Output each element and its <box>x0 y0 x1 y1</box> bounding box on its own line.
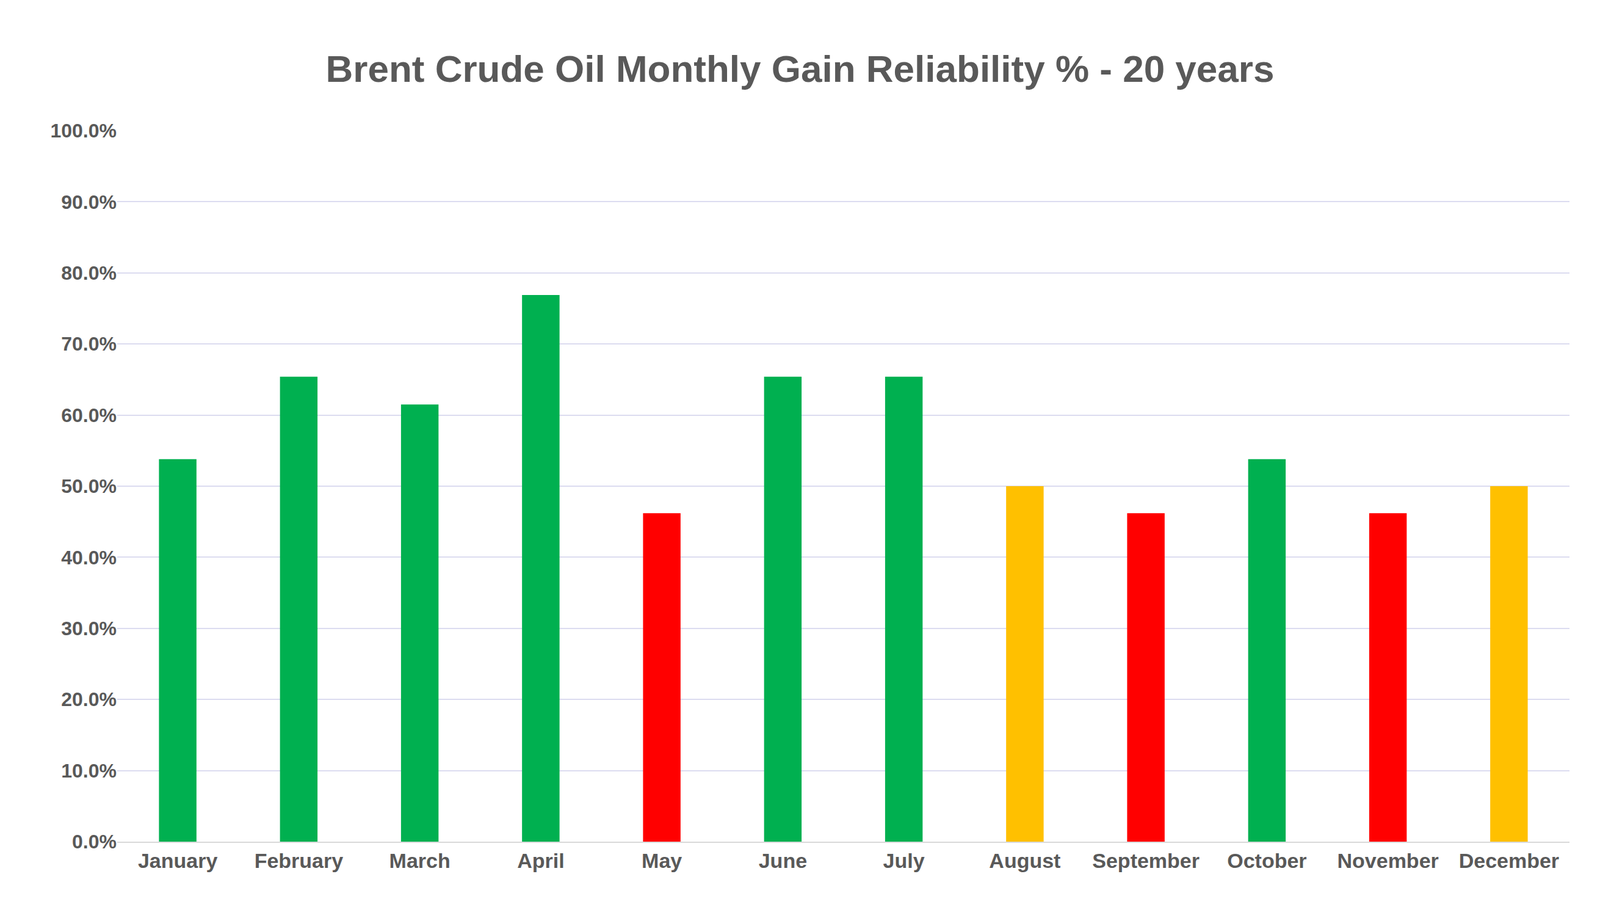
svg-text:60.0%: 60.0% <box>61 404 117 427</box>
svg-text:December: December <box>1458 848 1560 872</box>
svg-text:20.0%: 20.0% <box>61 687 117 710</box>
svg-text:0.0%: 0.0% <box>72 830 117 853</box>
svg-text:April: April <box>517 848 565 872</box>
svg-text:90.0%: 90.0% <box>61 191 117 214</box>
svg-text:March: March <box>389 848 451 872</box>
svg-text:30.0%: 30.0% <box>61 617 117 640</box>
svg-text:40.0%: 40.0% <box>61 546 117 569</box>
svg-text:October: October <box>1227 848 1307 872</box>
svg-text:50.0%: 50.0% <box>61 474 117 497</box>
svg-text:80.0%: 80.0% <box>61 261 117 284</box>
svg-text:August: August <box>988 848 1061 872</box>
svg-text:10.0%: 10.0% <box>61 759 117 782</box>
svg-text:100.0%: 100.0% <box>50 119 117 142</box>
svg-text:July: July <box>883 848 925 872</box>
svg-text:70.0%: 70.0% <box>61 332 117 355</box>
svg-text:September: September <box>1092 848 1200 872</box>
svg-text:May: May <box>641 848 682 872</box>
svg-text:February: February <box>254 848 344 872</box>
svg-text:November: November <box>1336 848 1439 872</box>
svg-text:Brent Crude Oil Monthly Gain R: Brent Crude Oil Monthly Gain Reliability… <box>325 47 1275 90</box>
svg-text:June: June <box>758 848 808 872</box>
svg-text:January: January <box>137 848 218 872</box>
